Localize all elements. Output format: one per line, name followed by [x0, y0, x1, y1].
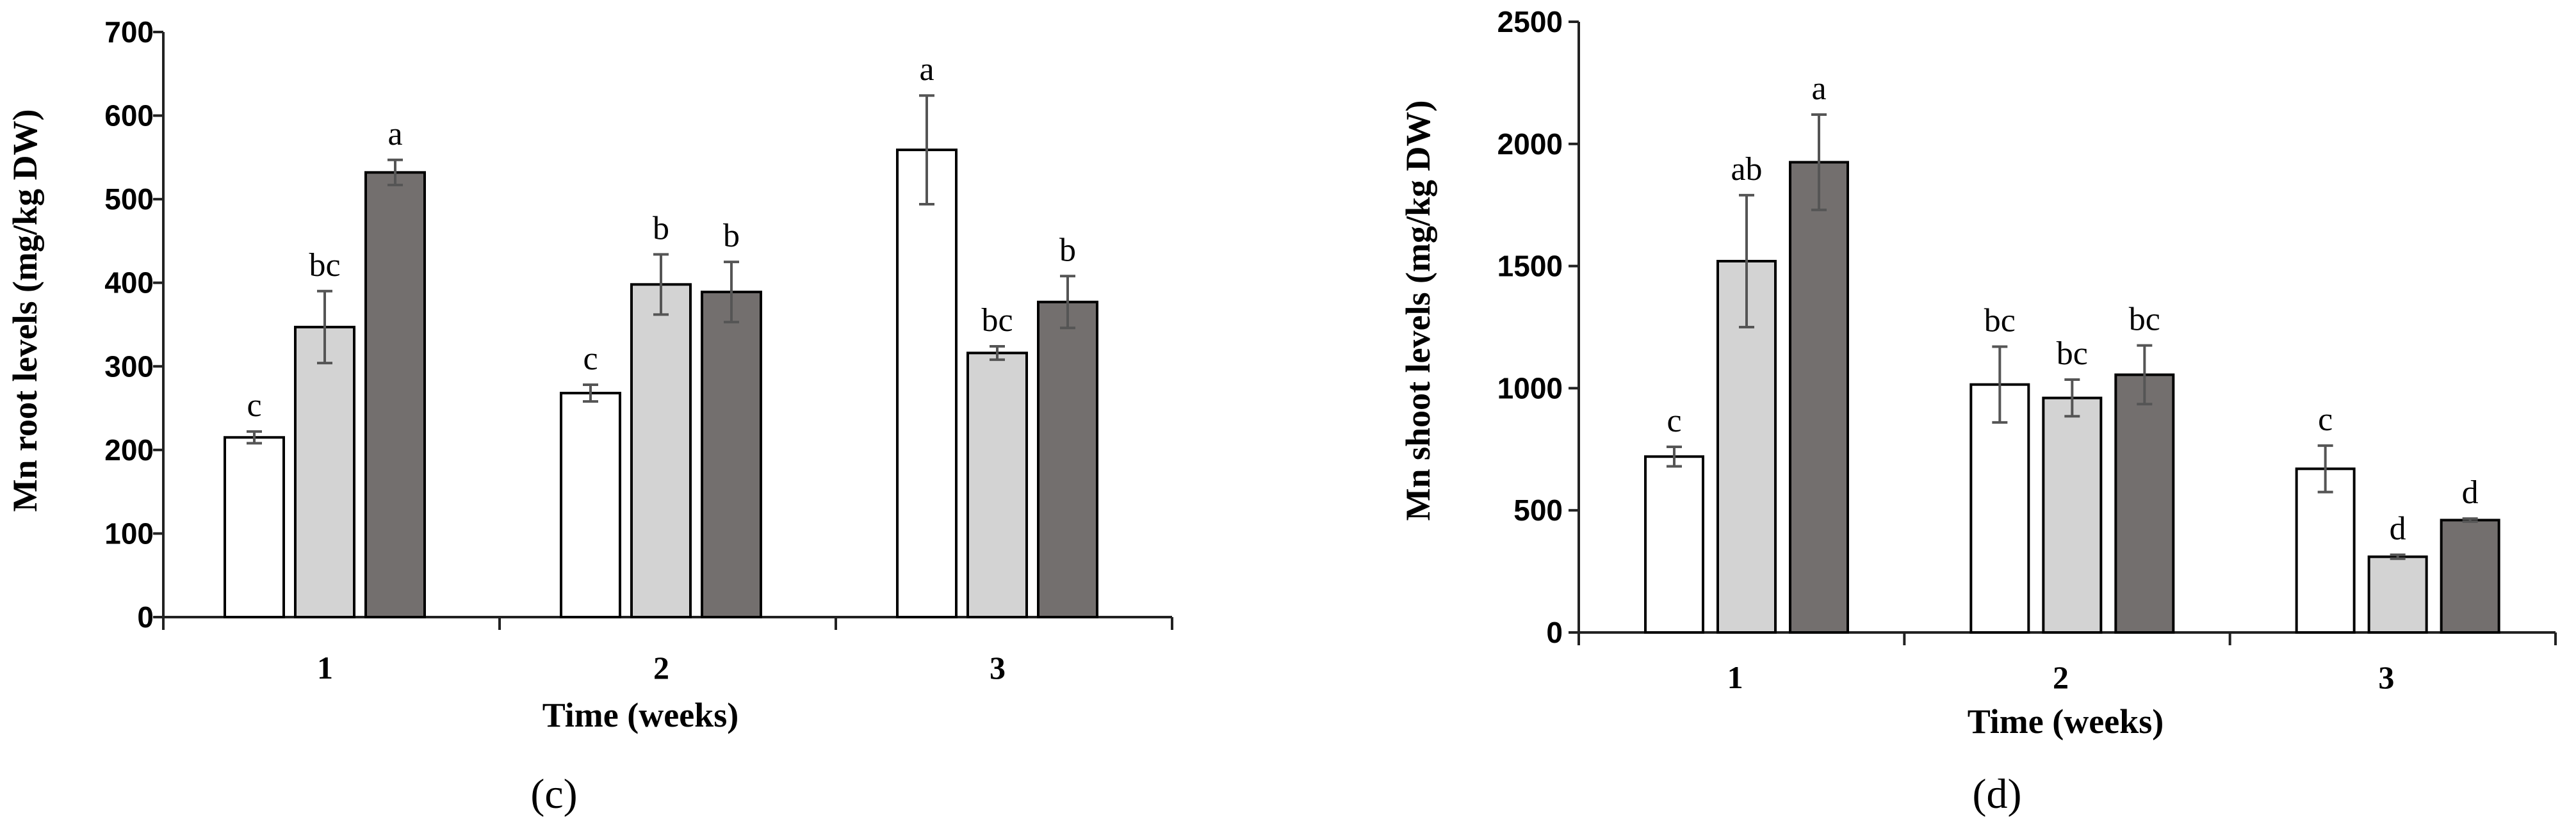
- bar-d-s3-w1: [1789, 161, 1849, 634]
- bar-c-s1-w3: [896, 149, 958, 618]
- significance-letter-c: c: [583, 341, 598, 377]
- significance-letter-d: bc: [2129, 302, 2160, 338]
- significance-letter-d: ab: [1731, 151, 1762, 188]
- bar-c-s1-w2: [560, 392, 621, 618]
- significance-letter-d: bc: [2057, 335, 2088, 372]
- y-tick-label-d: 0: [1546, 616, 1563, 649]
- y-tick-label-d: 500: [1513, 494, 1563, 527]
- bar-d-s2-w2: [2042, 396, 2103, 634]
- panel-label-c: (c): [530, 771, 577, 817]
- significance-letter-c: a: [919, 51, 934, 88]
- bar-d-s3-w2: [2114, 373, 2175, 634]
- category-label-c: 1: [317, 650, 333, 686]
- bar-d-s1-w1: [1644, 455, 1704, 634]
- significance-letter-d: a: [1811, 70, 1826, 107]
- category-label-c: 3: [990, 650, 1006, 686]
- significance-letter-c: a: [387, 116, 402, 152]
- chart-panel-c: Mn root levels (mg/kg DW) Time (weeks) (…: [6, 15, 1173, 817]
- y-tick-label-c: 400: [104, 266, 154, 300]
- category-label-d: 2: [2053, 659, 2069, 695]
- y-tick-label-d: 1000: [1497, 371, 1563, 405]
- significance-letter-d: c: [1667, 403, 1681, 439]
- y-axis-title-d: Mn shoot levels (mg/kg DW): [1399, 101, 1437, 521]
- chart-panel-d: Mn shoot levels (mg/kg DW) Time (weeks) …: [1399, 5, 2557, 817]
- significance-letter-d: d: [2462, 474, 2479, 511]
- bar-d-s1-w2: [1969, 383, 2030, 634]
- significance-letter-d: c: [2318, 401, 2333, 438]
- bar-d-s3-w3: [2440, 519, 2500, 634]
- significance-letter-c: b: [723, 218, 740, 254]
- bar-c-s3-w3: [1037, 300, 1098, 618]
- bar-c-s1-w1: [224, 436, 285, 618]
- y-tick-label-c: 0: [137, 600, 154, 634]
- significance-letter-c: b: [653, 210, 669, 246]
- significance-letter-c: bc: [981, 302, 1013, 339]
- bar-d-s1-w3: [2295, 467, 2356, 634]
- y-tick-label-c: 700: [104, 15, 154, 49]
- y-axis-title-c: Mn root levels (mg/kg DW): [6, 109, 44, 512]
- y-tick-label-d: 2500: [1497, 5, 1563, 38]
- y-tick-label-c: 300: [104, 350, 154, 383]
- y-tick-label-c: 200: [104, 433, 154, 467]
- bar-c-s2-w1: [294, 325, 355, 618]
- category-label-c: 2: [653, 650, 669, 686]
- y-tick-label-c: 500: [104, 182, 154, 216]
- x-axis-title-d: Time (weeks): [1968, 702, 2164, 741]
- significance-letter-c: bc: [309, 247, 340, 284]
- bar-c-s3-w1: [364, 171, 426, 618]
- significance-letter-d: d: [2390, 511, 2406, 547]
- significance-letter-d: bc: [1984, 303, 2016, 339]
- bar-c-s3-w2: [701, 291, 762, 618]
- x-axis-title-c: Time (weeks): [542, 696, 738, 734]
- category-label-d: 1: [1727, 659, 1743, 695]
- bar-c-s2-w3: [966, 351, 1028, 618]
- bar-c-s2-w2: [630, 283, 692, 618]
- panel-label-d: (d): [1973, 771, 2022, 817]
- significance-letter-c: b: [1059, 232, 1076, 268]
- y-tick-label-d: 2000: [1497, 127, 1563, 161]
- category-label-d: 3: [2378, 659, 2394, 695]
- significance-letter-c: c: [247, 387, 261, 424]
- bar-d-s2-w3: [2367, 555, 2428, 634]
- y-tick-label-c: 100: [104, 517, 154, 550]
- y-tick-label-c: 600: [104, 99, 154, 133]
- y-tick-label-d: 1500: [1497, 250, 1563, 283]
